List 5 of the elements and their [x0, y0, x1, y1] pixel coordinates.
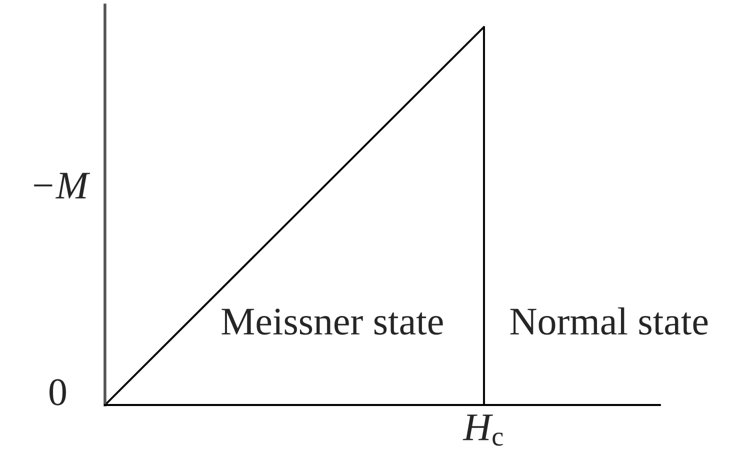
- annotation: Meissner state: [222, 308, 443, 335]
- y-axis-title: −M: [34, 172, 90, 198]
- annotation: Normal state: [510, 307, 708, 335]
- text: H$_{c}$: [462, 414, 503, 446]
- text: 0: [50, 379, 66, 406]
